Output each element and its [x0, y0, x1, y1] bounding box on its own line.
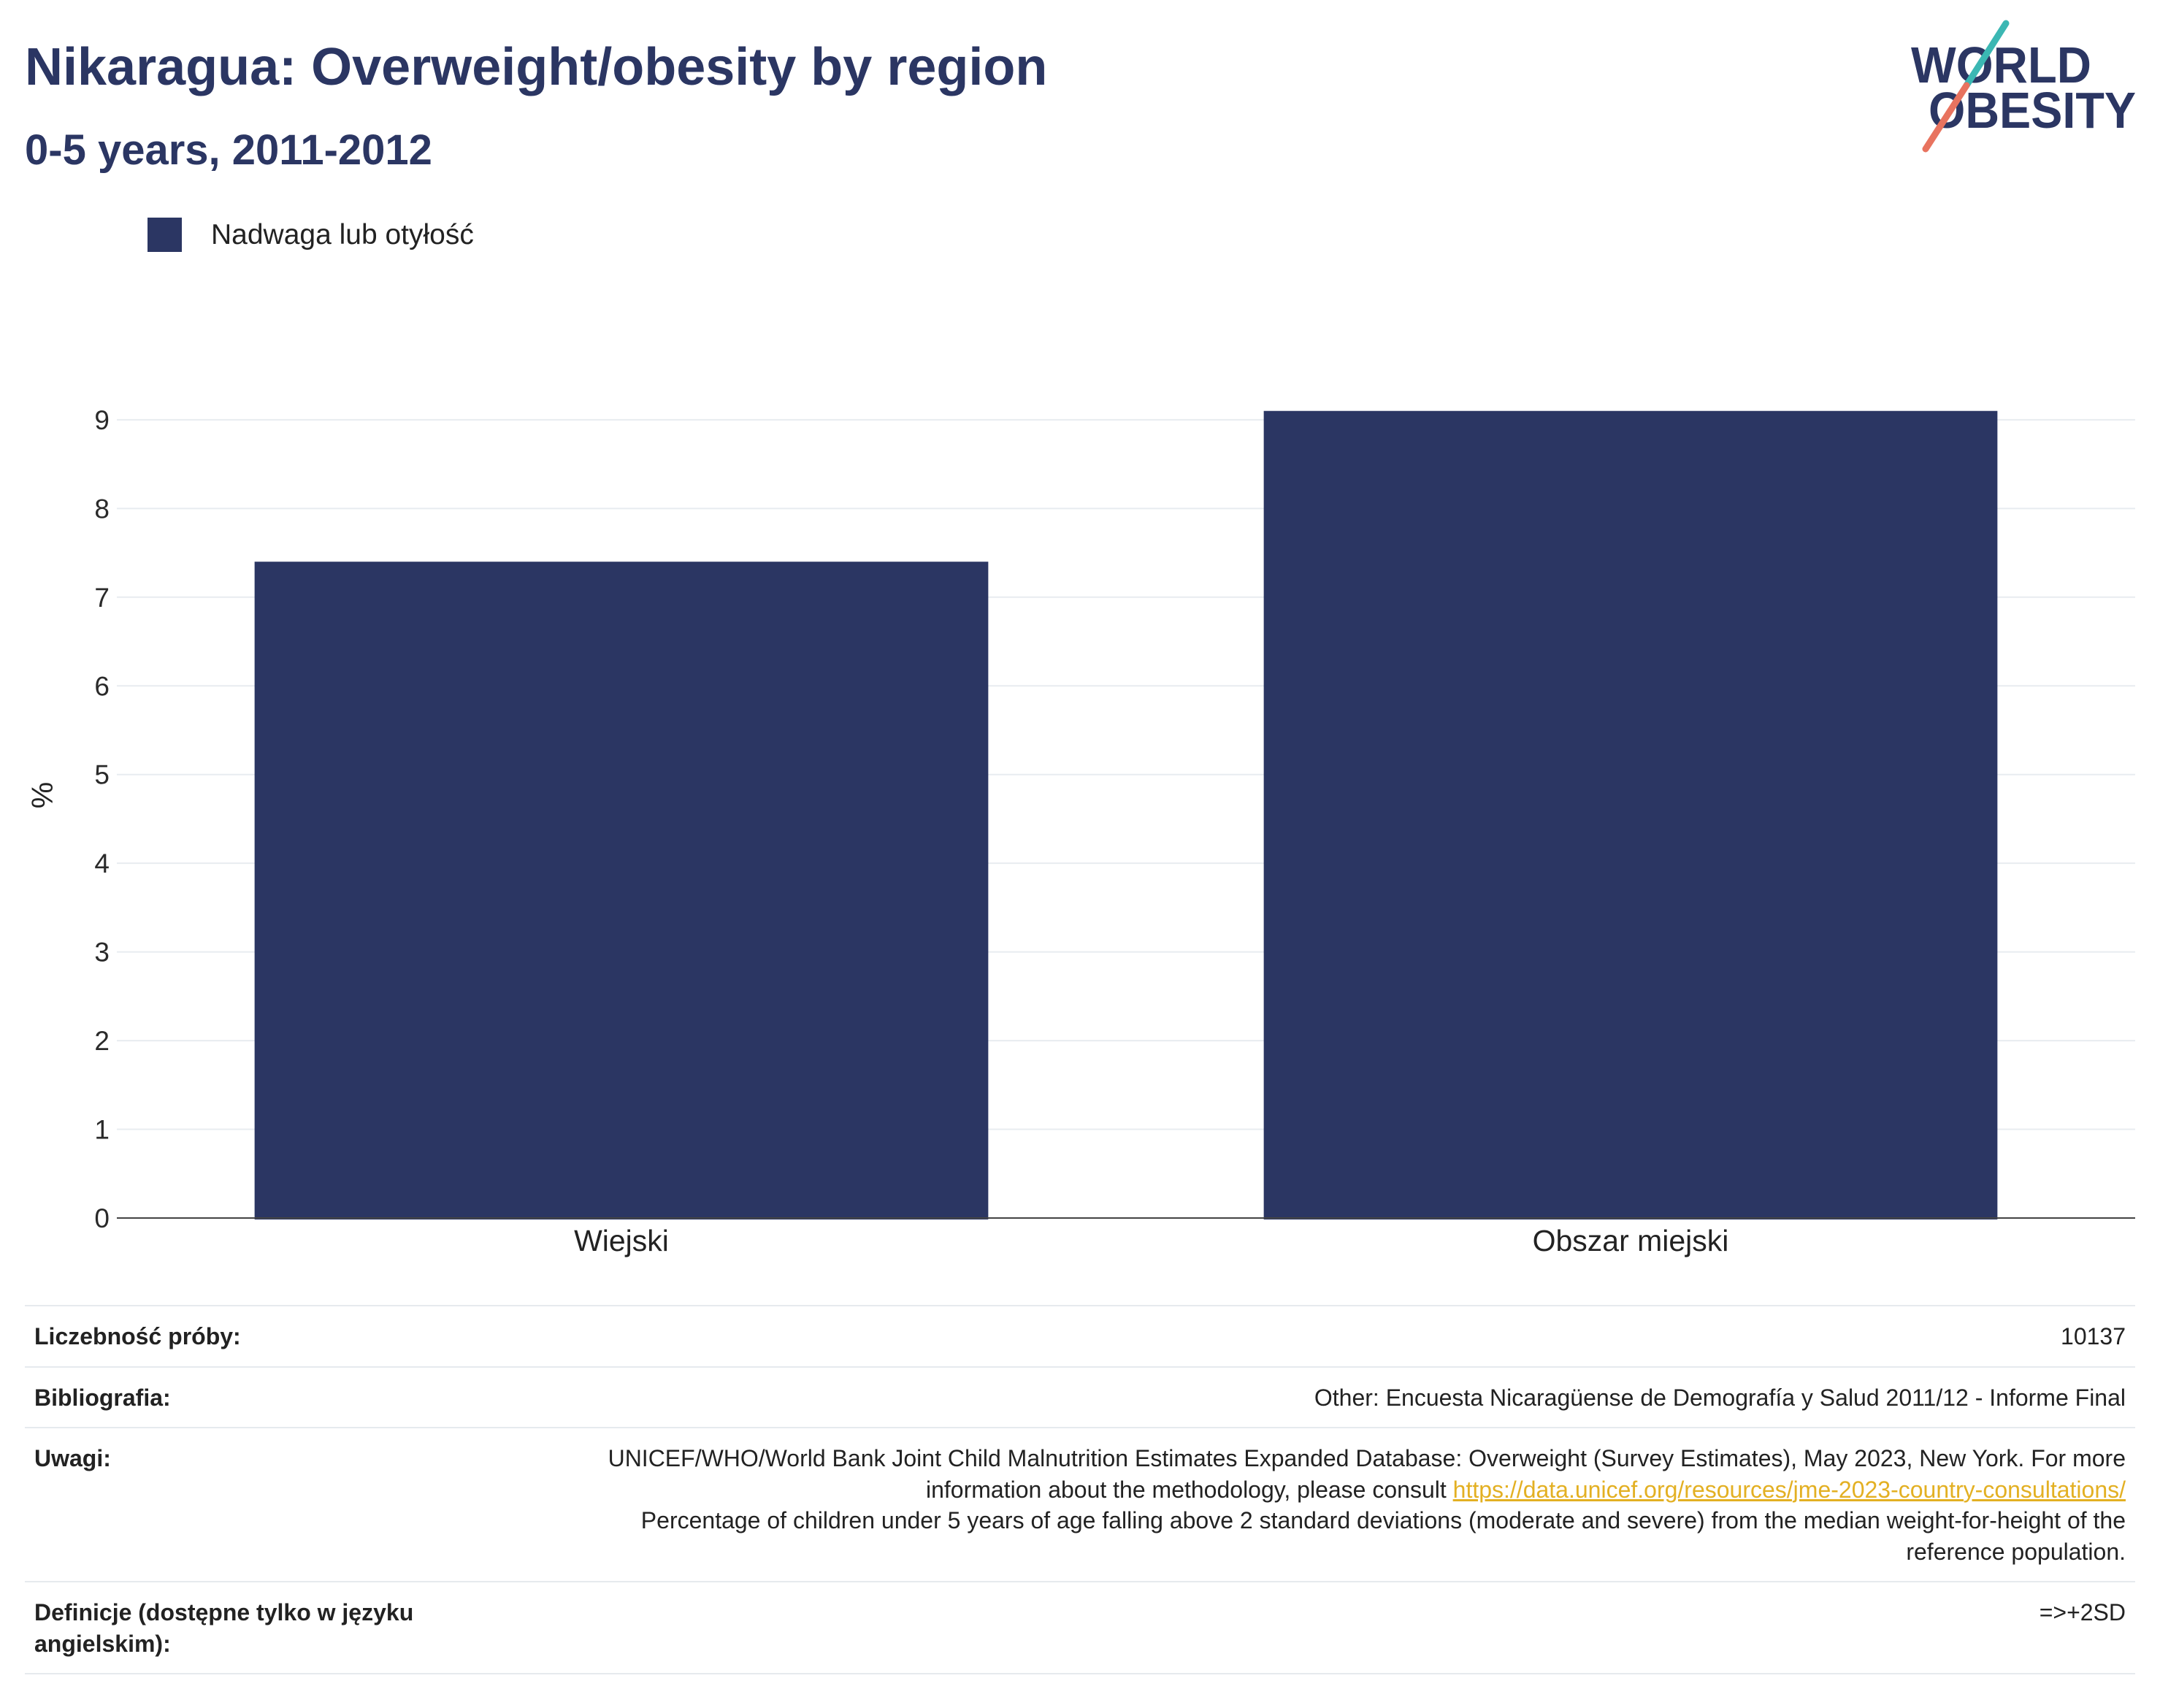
legend-swatch	[148, 218, 182, 252]
x-tick-label: Wiejski	[574, 1224, 669, 1257]
notes-row: Uwagi: UNICEF/WHO/World Bank Joint Child…	[25, 1428, 2135, 1582]
y-tick-label: 7	[94, 583, 110, 613]
y-tick-label: 4	[94, 849, 110, 878]
chart-title: Nikaragua: Overweight/obesity by region	[25, 38, 1048, 96]
definitions-row: Definicje (dostępne tylko w języku angie…	[25, 1582, 2135, 1674]
definitions-value: =>+2SD	[2039, 1599, 2126, 1625]
y-tick-label: 2	[94, 1026, 110, 1056]
bibliography-value: Other: Encuesta Nicaragüense de Demograf…	[1314, 1384, 2126, 1411]
bar-obszar-miejski	[1263, 410, 1998, 1219]
bibliography-label: Bibliografia:	[34, 1384, 171, 1411]
y-tick-label: 0	[94, 1203, 110, 1233]
y-axis-title: %	[26, 782, 59, 808]
world-obesity-logo: WORLD OBESITY	[1911, 20, 2136, 153]
logo-slash-coral	[1922, 82, 1970, 153]
legend-label: Nadwaga lub otyłość	[211, 219, 474, 250]
info-table: Liczebność próby: 10137 Bibliografia: Ot…	[25, 1305, 2135, 1674]
logo-slash-teal	[1963, 20, 2010, 89]
sample-size-value: 10137	[2061, 1323, 2126, 1349]
bibliography-row: Bibliografia: Other: Encuesta Nicaragüen…	[25, 1368, 2135, 1428]
logo-text-world: WORLD	[1911, 37, 2091, 93]
notes-definition-text: Percentage of children under 5 years of …	[640, 1507, 2126, 1565]
x-axis-ticks: Wiejski Obszar miejski	[574, 1224, 1728, 1257]
bars	[254, 410, 1998, 1219]
notes-text: UNICEF/WHO/World Bank Joint Child Malnut…	[608, 1445, 2126, 1503]
methodology-link[interactable]: https://data.unicef.org/resources/jme-20…	[1452, 1476, 2126, 1503]
y-tick-label: 5	[94, 760, 110, 790]
bar-wiejski	[254, 562, 989, 1219]
bar-chart: 0 1 2 3 4 5 6 7 8 9 Wiejski Obszar miejski %	[26, 405, 2135, 1257]
legend: Nadwaga lub otyłość	[148, 218, 474, 252]
sample-size-row: Liczebność próby: 10137	[25, 1306, 2135, 1368]
y-tick-label: 1	[94, 1115, 110, 1145]
y-tick-label: 9	[94, 405, 110, 435]
sample-size-label: Liczebność próby:	[34, 1323, 241, 1349]
notes-label: Uwagi:	[34, 1445, 111, 1471]
y-tick-label: 3	[94, 938, 110, 968]
y-tick-label: 6	[94, 671, 110, 701]
notes-value: UNICEF/WHO/World Bank Joint Child Malnut…	[605, 1443, 2126, 1567]
y-tick-label: 8	[94, 494, 110, 524]
chart-subtitle: 0-5 years, 2011-2012	[25, 126, 432, 174]
y-axis-ticks: 0 1 2 3 4 5 6 7 8 9	[94, 405, 110, 1233]
definitions-label: Definicje (dostępne tylko w języku angie…	[34, 1599, 414, 1657]
x-tick-label: Obszar miejski	[1533, 1224, 1729, 1257]
legend-item: Nadwaga lub otyłość	[148, 218, 474, 252]
